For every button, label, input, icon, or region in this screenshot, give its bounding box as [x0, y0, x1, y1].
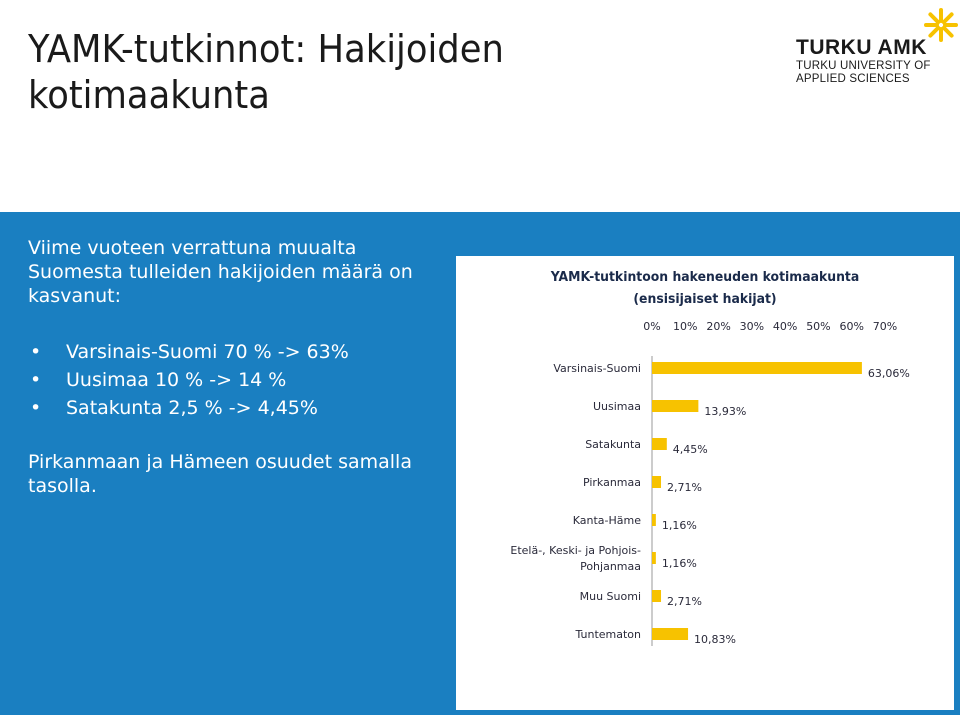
bar [652, 400, 699, 412]
footer-text: Pirkanmaan ja Hämeen osuudet samalla tas… [28, 451, 412, 497]
category-label: Pohjanmaa [580, 560, 641, 573]
slide-title-line-1: YAMK-tutkinnot: Hakijoiden [28, 27, 504, 71]
bar [652, 362, 862, 374]
bar-chart: 0% 10% 20% 30% 40% 50% 60% 70% Varsinais-Suomi 63… [510, 320, 910, 646]
bullet-item: • Uusimaa 10 % -> 14 % [28, 366, 448, 394]
x-tick-label: 60% [839, 320, 863, 333]
chart-title-block: YAMK-tutkintoon hakeneuden kotimaakunta … [456, 266, 954, 310]
category-label: Pirkanmaa [583, 476, 641, 489]
summary-text: Viime vuoteen verrattuna muualta Suomest… [28, 236, 448, 498]
chart-container: YAMK-tutkintoon hakeneuden kotimaakunta … [456, 256, 954, 710]
category-label: Uusimaa [593, 400, 641, 413]
turku-amk-logo: TURKU AMK TURKU UNIVERSITY OF APPLIED SC… [794, 8, 960, 88]
data-label: 13,93% [704, 405, 746, 418]
chart-title: YAMK-tutkintoon hakeneuden kotimaakunta [550, 269, 860, 285]
slide-title-line-2: kotimaakunta [28, 73, 270, 117]
x-tick-label: 10% [673, 320, 697, 333]
data-label: 2,71% [667, 481, 702, 494]
logo-name: TURKU AMK [796, 36, 927, 59]
category-label: Etelä-, Keski- ja Pohjois- [510, 544, 641, 557]
bar [652, 438, 667, 450]
logo-star-ray [928, 25, 941, 38]
bar [652, 628, 689, 640]
category-label: Satakunta [585, 438, 641, 451]
bullet-dot: • [30, 397, 42, 419]
category-label: Varsinais-Suomi [553, 362, 641, 375]
x-tick-label: 20% [706, 320, 730, 333]
bar [652, 590, 662, 602]
data-label: 1,16% [662, 557, 697, 570]
bar [652, 552, 656, 564]
category-label: Kanta-Häme [573, 514, 641, 527]
x-tick-label: 40% [773, 320, 797, 333]
bullet-item: • Varsinais-Suomi 70 % -> 63% [28, 338, 448, 366]
bullet-text: Uusimaa 10 % -> 14 % [66, 369, 287, 391]
data-label: 1,16% [662, 519, 697, 532]
bar [652, 514, 656, 526]
data-label: 4,45% [673, 443, 708, 456]
x-tick-label: 70% [873, 320, 897, 333]
bullet-dot: • [30, 341, 42, 363]
data-label: 2,71% [667, 595, 702, 608]
chart-subtitle: (ensisijaiset hakijat) [633, 291, 777, 307]
data-label: 10,83% [694, 633, 736, 646]
logo-subtitle-line-1: TURKU UNIVERSITY OF [796, 60, 931, 72]
logo-star-icon [924, 8, 958, 42]
logo-star-ray [941, 12, 954, 25]
logo-star-ray [941, 25, 954, 38]
bullet-item: • Satakunta 2,5 % -> 4,45% [28, 394, 448, 422]
category-label: Tuntematon [574, 628, 641, 641]
x-tick-label: 30% [740, 320, 764, 333]
intro-text: Viime vuoteen verrattuna muualta Suomest… [28, 237, 413, 307]
category-label: Muu Suomi [580, 590, 641, 603]
logo-subtitle: TURKU UNIVERSITY OF APPLIED SCIENCES [796, 60, 956, 86]
bullet-text: Varsinais-Suomi 70 % -> 63% [66, 341, 349, 363]
x-tick-label: 0% [643, 320, 660, 333]
bullet-list: • Varsinais-Suomi 70 % -> 63% • Uusimaa 10… [28, 338, 448, 422]
bar [652, 476, 662, 488]
logo-subtitle-line-2: APPLIED SCIENCES [796, 73, 910, 85]
slide-title: YAMK-tutkinnot: Hakijoiden kotimaakunta [28, 26, 623, 118]
x-tick-label: 50% [806, 320, 830, 333]
bullet-dot: • [30, 369, 42, 391]
bullet-text: Satakunta 2,5 % -> 4,45% [66, 397, 318, 419]
logo-star-ray [928, 12, 941, 25]
data-label: 63,06% [868, 367, 910, 380]
